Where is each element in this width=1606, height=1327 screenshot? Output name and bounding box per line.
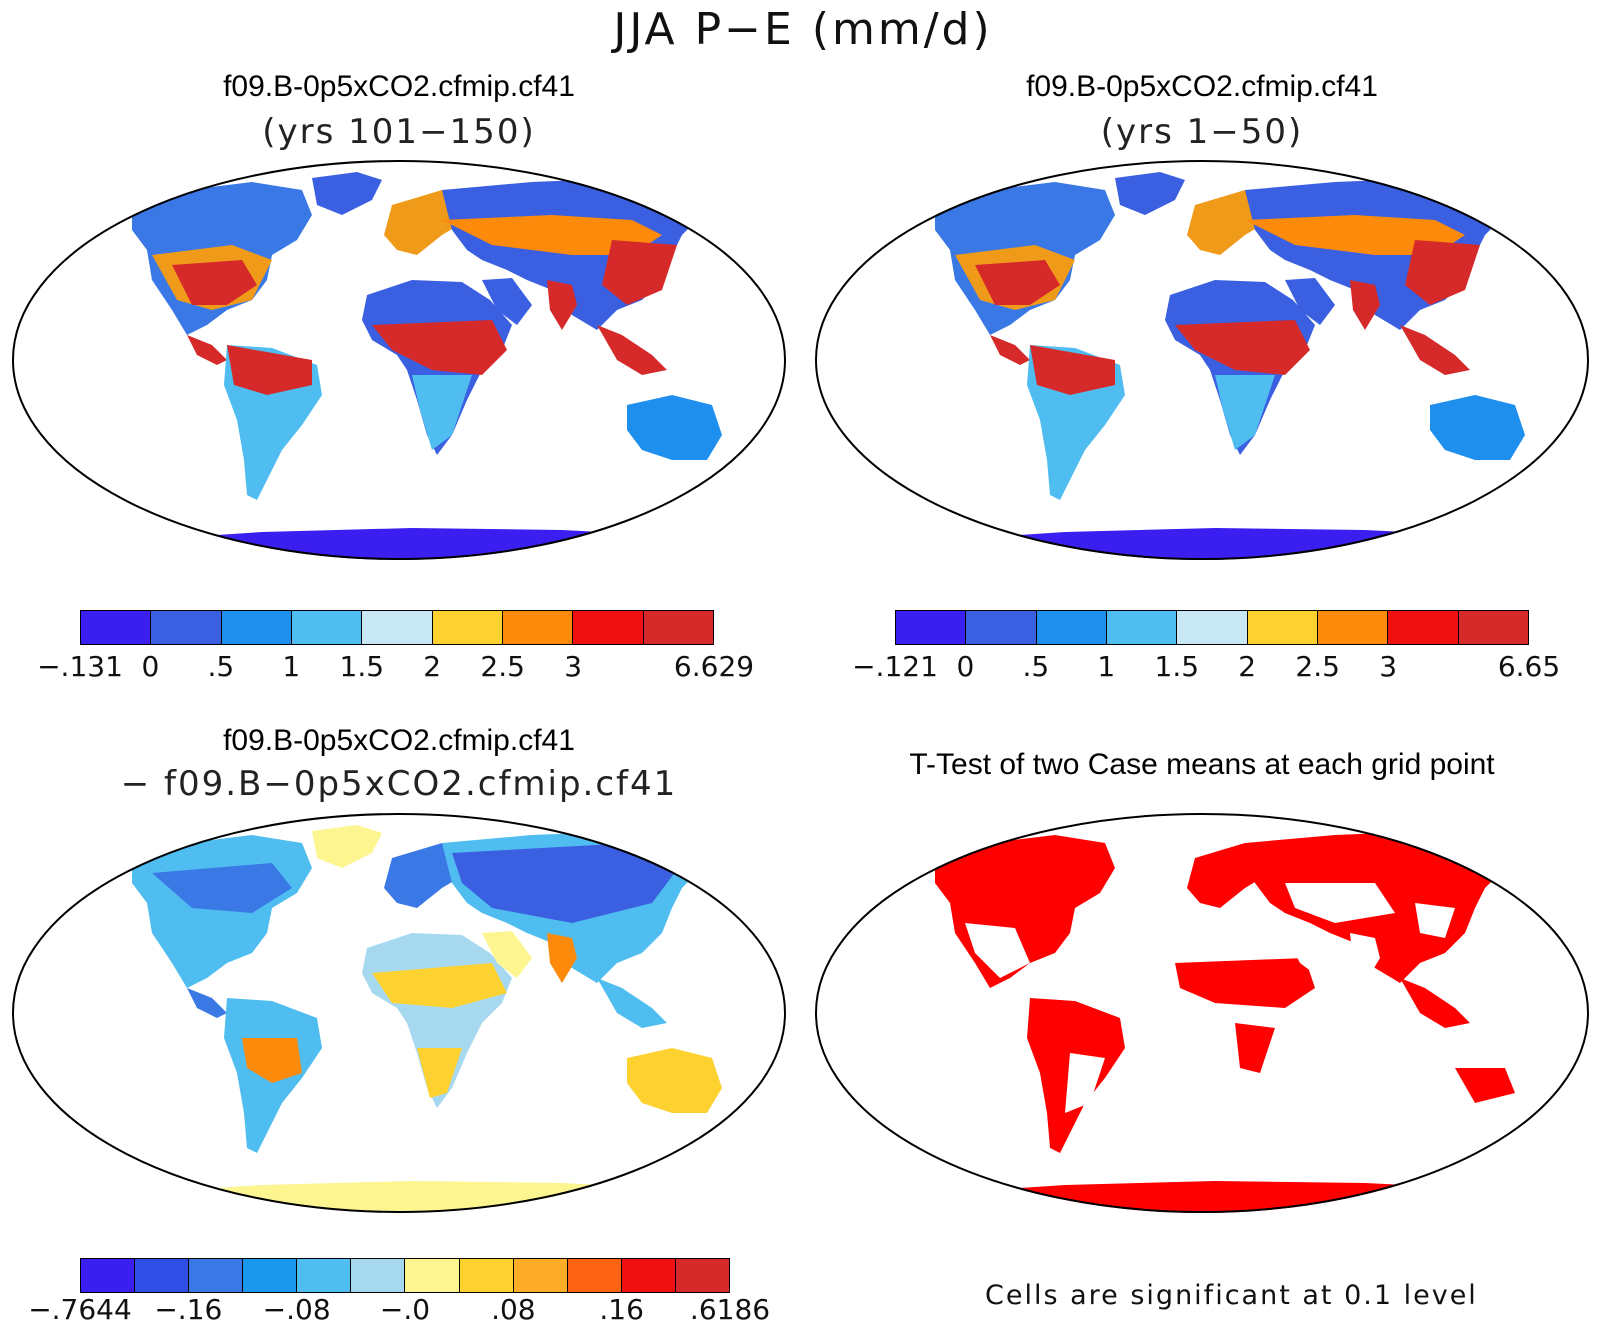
- colorbar-tick-label: .5: [207, 650, 235, 683]
- colorbar-box: [291, 611, 363, 644]
- colorbar-box: [221, 611, 292, 644]
- panel-bl-title: f09.B-0p5xCO2.cfmip.cf41: [223, 724, 575, 757]
- colorbar-tick-label: 2.5: [1295, 650, 1340, 683]
- colorbar-tick-label: −.121: [852, 650, 938, 683]
- colorbar-tick-label: .6186: [689, 1293, 771, 1326]
- panel-tl-title: f09.B-0p5xCO2.cfmip.cf41: [223, 70, 575, 103]
- colorbar-box: [1177, 611, 1248, 644]
- colorbar-tick-label: .16: [599, 1293, 644, 1326]
- colorbar-tick-label: 1.5: [1154, 650, 1200, 683]
- colorbar-box: [621, 1259, 676, 1292]
- colorbar-tick-label: −.7644: [28, 1293, 132, 1326]
- colorbar-box: [567, 1259, 622, 1292]
- colorbar-tick-label: 1.5: [339, 650, 385, 683]
- colorbar-box: [1458, 611, 1528, 644]
- colorbar-box: [896, 611, 967, 644]
- colorbar-tick-label: 1: [282, 650, 301, 683]
- colorbar-tick-label: −.08: [262, 1293, 331, 1326]
- colorbar-box: [297, 1259, 352, 1292]
- colorbar-box: [351, 1259, 406, 1292]
- map-tr: [815, 160, 1589, 560]
- colorbar-box: [189, 1259, 244, 1292]
- colorbar-tick-label: 2: [423, 650, 442, 683]
- panel-tl-subtitle: (yrs 101−150): [262, 112, 536, 152]
- colorbar-box: [1106, 611, 1178, 644]
- colorbar-tr-labels: −.121 0 .5 1 1.5 2 2.5 3 6.65: [852, 650, 1560, 686]
- colorbar-box: [151, 611, 222, 644]
- colorbar-box: [81, 611, 152, 644]
- panel-tr-subtitle: (yrs 1−50): [1100, 112, 1304, 152]
- colorbar-box: [675, 1259, 729, 1292]
- colorbar-box: [432, 611, 503, 644]
- colorbar-bl: [80, 1258, 730, 1293]
- colorbar-tl: [80, 610, 714, 645]
- colorbar-box: [966, 611, 1037, 644]
- colorbar-tr: [895, 610, 1529, 645]
- colorbar-tick-label: 0: [956, 650, 975, 683]
- colorbar-box: [513, 1259, 568, 1292]
- map-tl: [12, 160, 786, 560]
- colorbar-box: [243, 1259, 298, 1292]
- colorbar-box: [502, 611, 574, 644]
- colorbar-box: [1247, 611, 1318, 644]
- colorbar-box: [405, 1259, 460, 1292]
- colorbar-tick-label: 3: [1379, 650, 1398, 683]
- colorbar-tick-label: −.0: [379, 1293, 431, 1326]
- colorbar-tick-label: .08: [491, 1293, 536, 1326]
- colorbar-box: [135, 1259, 190, 1292]
- colorbar-box: [81, 1259, 136, 1292]
- colorbar-tick-label: .5: [1022, 650, 1050, 683]
- colorbar-tick-label: 2: [1238, 650, 1257, 683]
- colorbar-tick-label: 0: [141, 650, 160, 683]
- panel-br-title: T-Test of two Case means at each grid po…: [909, 748, 1495, 781]
- colorbar-bl-labels: −.7644 −.16 −.08 −.0 .08 .16 .6186: [28, 1293, 770, 1327]
- panel-tr-title: f09.B-0p5xCO2.cfmip.cf41: [1026, 70, 1378, 103]
- colorbar-tick-label: 1: [1097, 650, 1116, 683]
- colorbar-tick-label: −.16: [154, 1293, 223, 1326]
- colorbar-box: [643, 611, 713, 644]
- map-bl: [12, 813, 786, 1213]
- significance-note: Cells are significant at 0.1 level: [985, 1280, 1478, 1311]
- colorbar-tick-label: 6.65: [1497, 650, 1561, 683]
- colorbar-box: [459, 1259, 514, 1292]
- colorbar-box: [573, 611, 644, 644]
- colorbar-tick-label: 2.5: [480, 650, 525, 683]
- colorbar-tick-label: 6.629: [673, 650, 755, 683]
- colorbar-tick-label: 3: [564, 650, 583, 683]
- colorbar-box: [1317, 611, 1389, 644]
- map-br: [815, 813, 1589, 1213]
- panel-bl-subtitle: − f09.B−0p5xCO2.cfmip.cf41: [120, 764, 678, 804]
- colorbar-tick-label: −.131: [37, 650, 123, 683]
- colorbar-box: [362, 611, 433, 644]
- main-title: JJA P−E (mm/d): [613, 4, 993, 55]
- colorbar-tl-labels: −.131 0 .5 1 1.5 2 2.5 3 6.629: [37, 650, 754, 686]
- colorbar-box: [1388, 611, 1459, 644]
- colorbar-box: [1036, 611, 1107, 644]
